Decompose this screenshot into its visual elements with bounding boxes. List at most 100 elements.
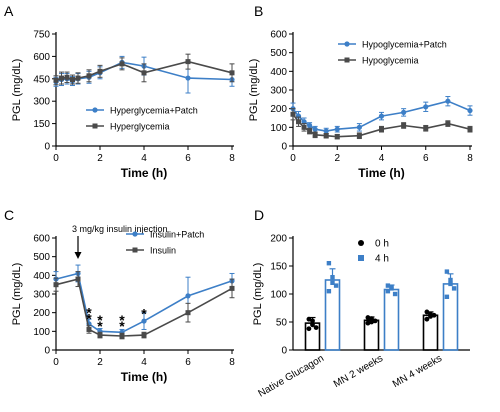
y-tick-label: 500	[270, 48, 287, 59]
panel-c-letter: C	[4, 207, 14, 223]
legend: Hyperglycemia+Patch Hyperglycemia	[86, 106, 198, 132]
data-point	[401, 122, 407, 128]
y-tick-label: 150	[33, 119, 50, 130]
y-tick-label: 100	[33, 327, 50, 338]
data-point	[185, 310, 191, 316]
y-tick-label: 200	[270, 234, 287, 245]
x-tick-label: 0	[53, 153, 59, 164]
y-axis-label: PGL (mg/dL)	[248, 59, 260, 122]
y-tick-label: 400	[33, 271, 50, 282]
data-point	[369, 319, 374, 325]
data-point	[59, 75, 64, 81]
data-point	[185, 293, 191, 299]
legend-marker	[358, 255, 364, 261]
significance-star: *	[119, 312, 125, 328]
y-tick-label: 600	[33, 52, 50, 63]
y-tick-label: 200	[270, 104, 287, 115]
significance-star: *	[86, 310, 92, 326]
y-tick-label: 300	[33, 97, 50, 108]
data-point	[451, 286, 457, 291]
data-point	[423, 125, 429, 131]
data-point	[428, 311, 433, 317]
chart-c: 0 100 200 300 400 500 600 0 2 4 6 8 Time (h) PGL (mg/…	[11, 230, 235, 385]
y-tick-label: 100	[270, 123, 287, 134]
data-point	[64, 74, 70, 80]
legend: 0 h4 h	[358, 239, 389, 265]
significance-star: *	[119, 318, 125, 334]
significance-star: *	[86, 305, 92, 321]
injection-annotation: 3 mg/kg insulin injection	[72, 224, 168, 234]
y-tick-label: 600	[33, 234, 50, 245]
y-tick-label: 0	[281, 346, 287, 357]
legend-marker	[132, 247, 138, 253]
legend-marker	[92, 123, 98, 129]
data-point	[444, 269, 450, 274]
legend-label: Hyperglycemia+Patch	[110, 106, 198, 116]
series-hypoglycemia	[290, 108, 473, 140]
data-point	[326, 261, 332, 266]
legend-label: 0 h	[375, 239, 389, 250]
data-point	[392, 291, 398, 297]
data-point	[323, 128, 329, 134]
data-point	[307, 128, 313, 134]
y-tick-label: 300	[270, 86, 287, 97]
data-point	[424, 316, 430, 322]
data-point	[378, 113, 385, 119]
x-tick-label: 4	[141, 153, 147, 164]
legend: Hypoglycemia+Patch Hypoglycemia	[338, 40, 447, 66]
panel-a: A 0 150 300 450 600 750 0 2 4 6 8 Time (h) PGL (mg/d…	[4, 3, 235, 180]
y-tick-label: 0	[44, 142, 50, 153]
legend-label: Hypoglycemia+Patch	[362, 40, 447, 50]
legend-label: Hypoglycemia	[362, 56, 419, 66]
series-line	[55, 272, 233, 334]
significance-star: *	[97, 318, 103, 334]
x-tick-label: 6	[185, 357, 191, 368]
y-axis-label: PGL (mg/dL)	[252, 263, 264, 326]
y-tick-label: 0	[44, 346, 50, 357]
x-tick-label: 2	[97, 357, 103, 368]
data-point	[306, 316, 312, 322]
x-tick-label: 8	[229, 357, 235, 368]
x-tick-label: 4	[379, 153, 385, 164]
data-point	[333, 283, 339, 288]
panel-c: C 3 mg/kg insulin injection 010020030040…	[4, 207, 235, 384]
panel-d: D 0 50 100 150 200 PGL (mg/dL) Native Glucagon…	[252, 207, 470, 400]
series-line	[55, 278, 233, 337]
legend-marker	[92, 107, 98, 113]
data-point	[75, 75, 81, 81]
category-label: Native Glucagon	[256, 353, 326, 399]
x-tick-label: 6	[423, 153, 429, 164]
legend-marker	[132, 231, 138, 237]
panel-a-letter: A	[4, 3, 14, 19]
y-axis-label: PGL (mg/dL)	[11, 59, 23, 122]
panel-d-letter: D	[254, 207, 264, 223]
x-tick-label: 8	[229, 153, 235, 164]
bar	[383, 288, 400, 351]
category-label: MN 4 weeks	[391, 353, 444, 390]
data-point	[444, 294, 450, 299]
data-point	[301, 119, 307, 125]
data-point	[424, 309, 430, 315]
significance-star: *	[97, 312, 103, 328]
data-point	[330, 275, 335, 280]
y-tick-label: 750	[33, 30, 50, 41]
x-tick-label: 4	[141, 357, 147, 368]
data-point	[330, 280, 335, 285]
y-tick-label: 50	[276, 318, 288, 329]
data-point	[70, 77, 75, 83]
legend-marker	[344, 57, 350, 63]
injection-arrow-head	[74, 252, 82, 259]
legend-label: Insulin+Patch	[150, 230, 204, 240]
x-axis-label: Time (h)	[121, 166, 167, 180]
data-point	[372, 318, 378, 324]
data-point	[185, 59, 191, 65]
data-point	[290, 111, 296, 117]
x-tick-label: 6	[185, 153, 191, 164]
significance-star: *	[141, 306, 147, 322]
y-tick-label: 0	[281, 142, 287, 153]
x-axis-label: Time (h)	[121, 370, 167, 384]
data-point	[431, 312, 437, 318]
data-point	[86, 73, 92, 79]
